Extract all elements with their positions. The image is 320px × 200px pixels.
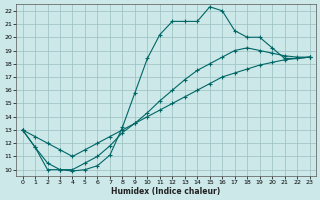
X-axis label: Humidex (Indice chaleur): Humidex (Indice chaleur) [111, 187, 221, 196]
